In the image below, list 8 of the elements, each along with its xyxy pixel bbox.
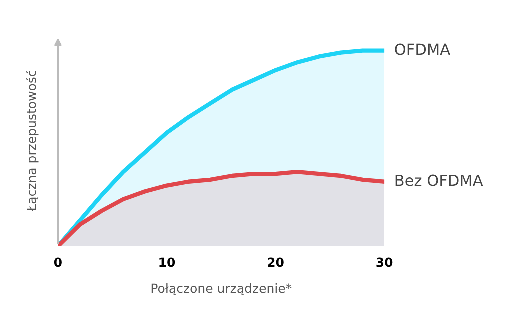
x-tick-label: 20 bbox=[268, 258, 284, 268]
x-axis-title: Połączone urządzenie* bbox=[152, 284, 292, 296]
series-label: OFDMA bbox=[395, 44, 450, 56]
x-tick-label: 30 bbox=[376, 258, 393, 268]
y-axis-title: Łączna przepustowość bbox=[26, 70, 39, 212]
x-tick-label: 0 bbox=[54, 258, 62, 268]
x-tick-label: 10 bbox=[160, 258, 176, 268]
series-label: Bez OFDMA bbox=[396, 174, 484, 186]
